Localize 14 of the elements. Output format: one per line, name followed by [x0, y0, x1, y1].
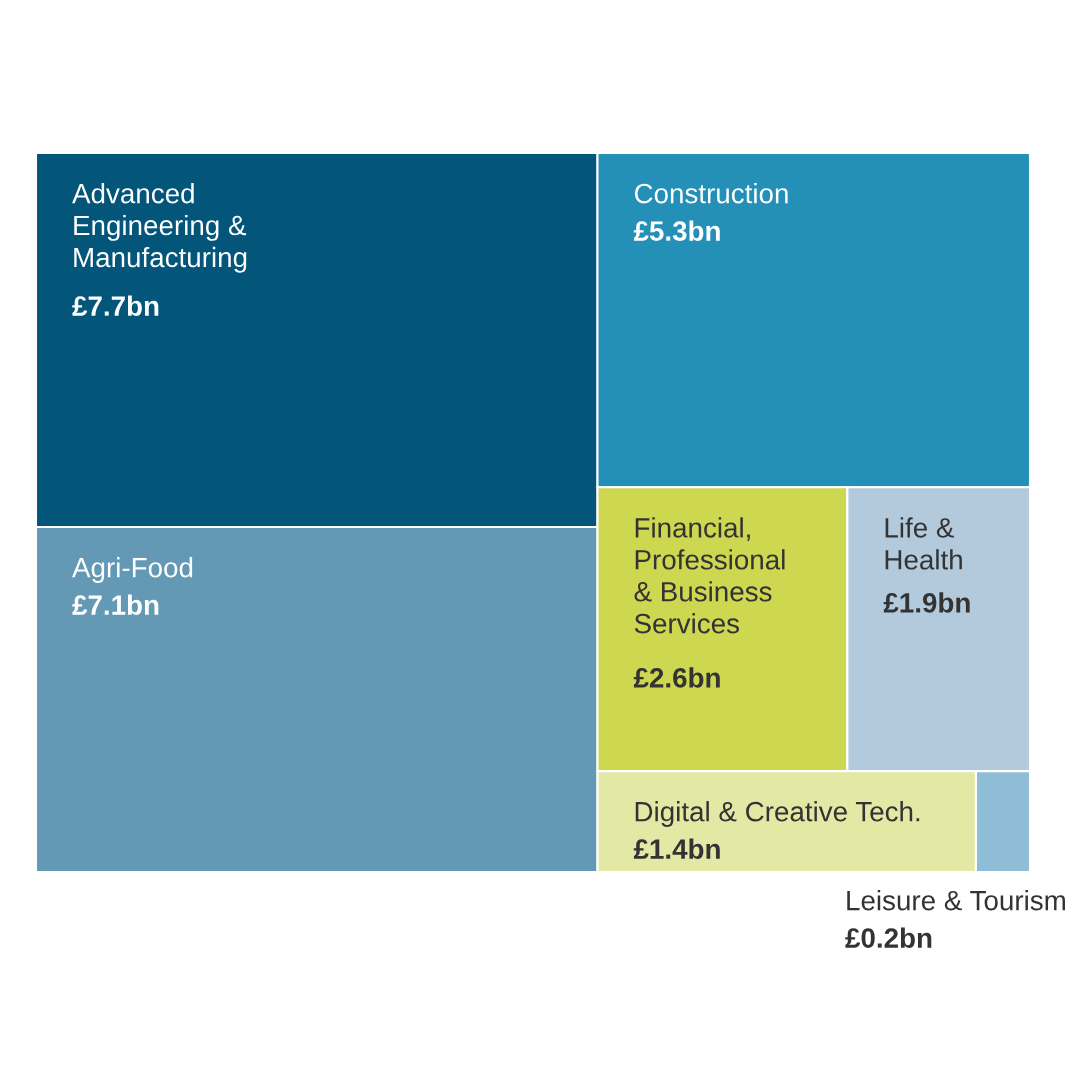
data-label: £7.7bn	[72, 295, 159, 316]
category-label: Financial, Professional & Business Services	[634, 517, 785, 634]
data-label: £5.3bn	[633, 220, 720, 241]
data-label: £2.6bn	[633, 667, 720, 688]
data-label: £1.9bn	[883, 592, 970, 613]
category-label: Advanced Engineering & Manufacturing	[72, 183, 247, 273]
data-label: £7.1bn	[72, 594, 159, 615]
category-label: Leisure & Tourism	[847, 890, 1065, 911]
category-label: Digital & Creative Tech.	[635, 801, 920, 827]
data-label: £1.4bn	[633, 838, 720, 859]
category-label: Agri-Food	[72, 557, 193, 583]
category-label: Life & Health	[885, 517, 962, 570]
data-label: £0.2bn	[845, 927, 932, 948]
category-label: Construction	[634, 183, 788, 204]
